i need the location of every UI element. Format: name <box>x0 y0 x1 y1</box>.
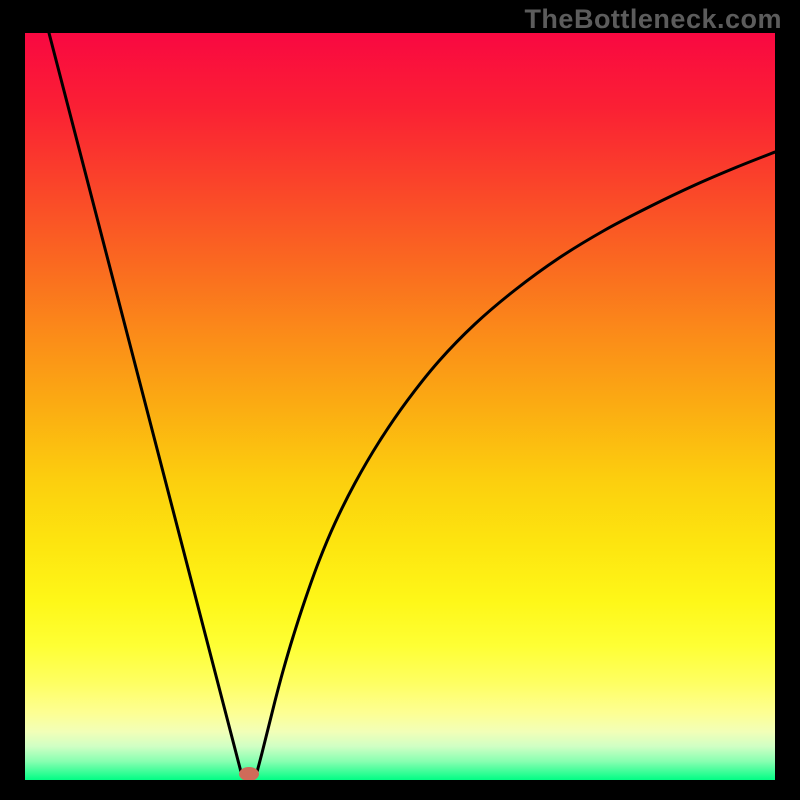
curve-left-branch <box>49 33 241 772</box>
bottleneck-curve <box>25 33 775 780</box>
watermark-text: TheBottleneck.com <box>524 4 782 35</box>
optimal-point-marker <box>239 767 259 780</box>
chart-area <box>25 33 775 780</box>
curve-right-branch <box>257 152 775 772</box>
